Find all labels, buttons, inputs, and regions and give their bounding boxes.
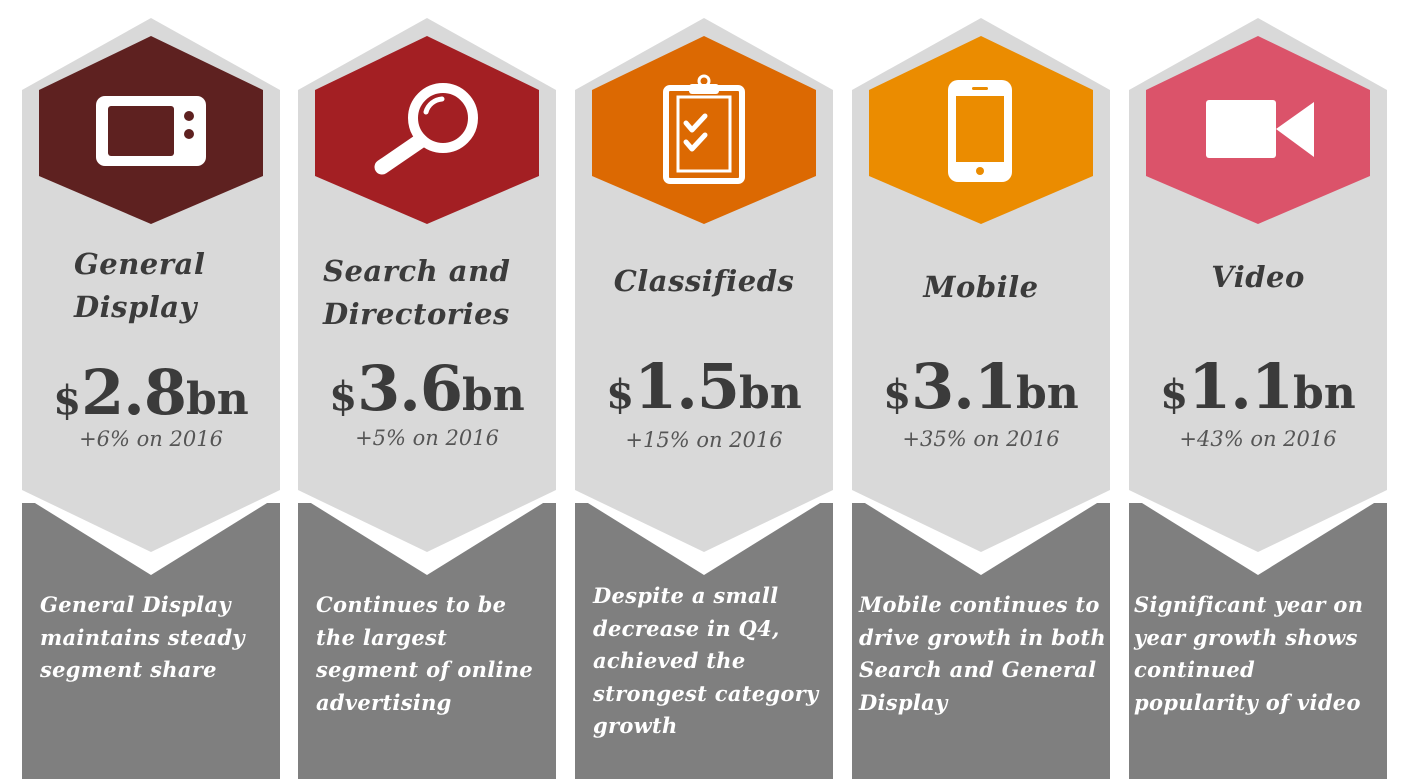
hexagon-badge — [315, 36, 539, 224]
tv-icon — [96, 96, 206, 166]
segment-amount: $1.1bn — [1160, 350, 1356, 423]
segment-title: Mobile — [923, 270, 1039, 304]
segment-growth: +43% on 2016 — [1179, 427, 1337, 451]
segment-growth: +35% on 2016 — [902, 427, 1060, 451]
segment-amount: $3.6bn — [329, 352, 525, 425]
hexagon-badge — [39, 36, 263, 224]
segment-description: Mobile continues to drive growth in both… — [859, 592, 1106, 715]
smartphone-icon — [948, 80, 1012, 182]
segment-card-mobile: Mobile $3.1bn +35% on 2016 Mobile contin… — [852, 0, 1110, 779]
hexagon-badge — [592, 36, 816, 224]
segment-title: Search and Directories — [323, 254, 511, 331]
segment-description: Despite a small decrease in Q4, achieved… — [593, 583, 819, 738]
segment-title: Video — [1211, 260, 1305, 294]
clipboard-icon — [663, 74, 745, 184]
segment-description: Significant year on year growth shows co… — [1134, 592, 1364, 715]
hexagon-badge — [1146, 36, 1370, 224]
segment-card-search-and-directories: Search and Directories $3.6bn +5% on 201… — [298, 0, 556, 779]
segment-title: Classifieds — [613, 264, 795, 298]
segment-card-general-display: General Display $2.8bn +6% on 2016 Gener… — [22, 0, 280, 779]
segment-card-video: Video $1.1bn +43% on 2016 Significant ye… — [1129, 0, 1387, 779]
segment-growth: +6% on 2016 — [79, 427, 223, 451]
segment-title: General Display — [74, 247, 206, 324]
segment-card-classifieds: Classifieds $1.5bn +15% on 2016 Despite … — [575, 0, 833, 779]
segment-description: Continues to be the largest segment of o… — [316, 592, 534, 715]
video-camera-icon — [1206, 100, 1314, 158]
segment-description: General Display maintains steady segment… — [40, 592, 245, 682]
segment-amount: $2.8bn — [53, 356, 249, 429]
hexagon-badge — [869, 36, 1093, 224]
segment-amount: $1.5bn — [606, 350, 802, 423]
segment-growth: +5% on 2016 — [355, 426, 499, 450]
segment-growth: +15% on 2016 — [625, 428, 783, 452]
segment-amount: $3.1bn — [883, 350, 1079, 423]
magnifier-icon — [374, 83, 478, 175]
